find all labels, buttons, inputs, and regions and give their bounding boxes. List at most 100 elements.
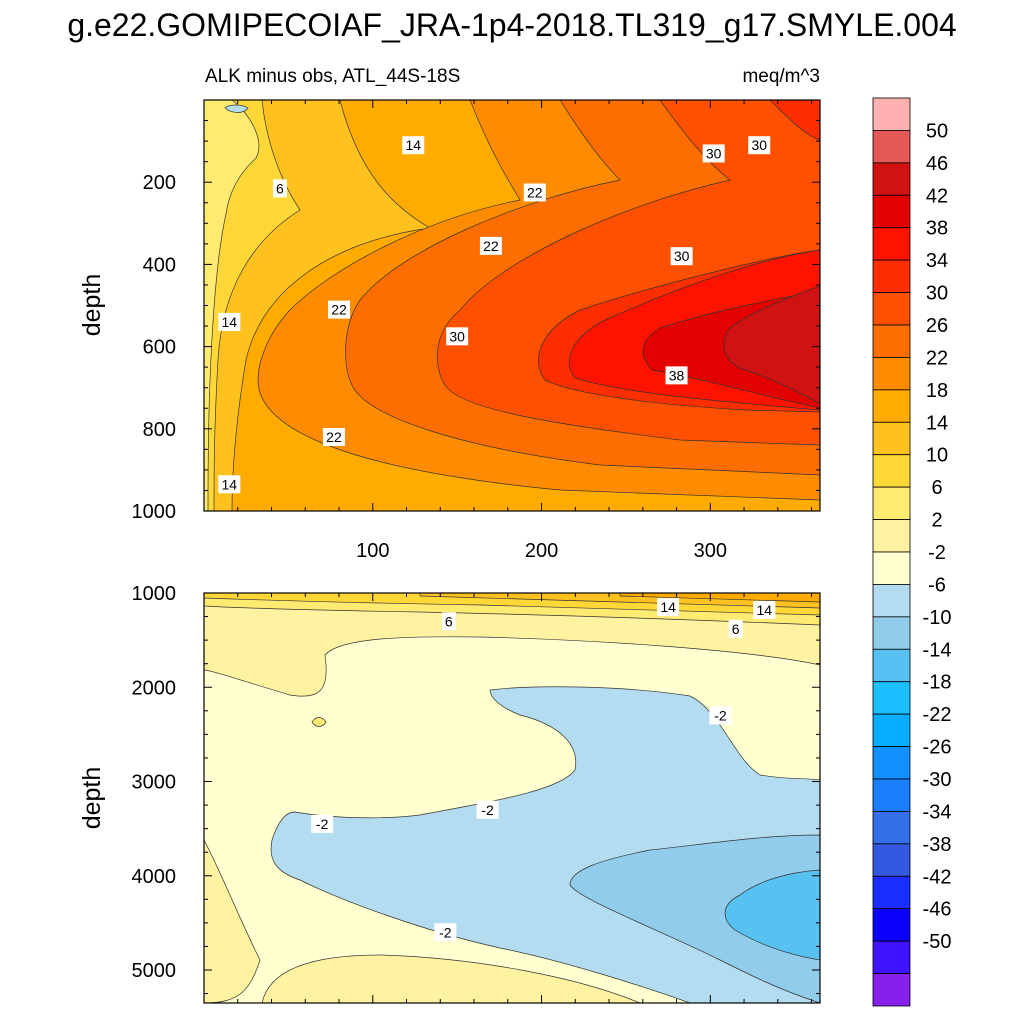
colorbar-label: -14 xyxy=(923,639,952,661)
colorbar-label: -2 xyxy=(928,542,946,564)
lower-small-contour-island xyxy=(311,717,327,727)
colorbar-swatch xyxy=(872,194,911,229)
upper-y-axis-label: depth xyxy=(78,274,106,337)
lower-contour-label: 6 xyxy=(445,613,453,629)
lower-plot-frame xyxy=(203,592,821,1004)
lower-contour-label-box xyxy=(441,612,456,631)
colorbar-swatch xyxy=(872,713,911,747)
figure-title: g.e22.GOMIPECOIAF_JRA-1p4-2018.TL319_g17… xyxy=(67,7,956,43)
lower-y-tick-label: 1000 xyxy=(132,583,177,605)
panel-subtitle-left: ALK minus obs, ATL_44S-18S xyxy=(205,66,460,87)
lower-contour-label-box xyxy=(311,814,334,833)
upper-contour-label-box xyxy=(402,136,425,155)
upper-contour-label-box xyxy=(479,236,502,255)
lower-contour-label: 14 xyxy=(757,602,773,618)
upper-contour-label: 38 xyxy=(669,367,685,383)
lower-contour-label: -2 xyxy=(714,708,727,724)
lower-contour-label-box xyxy=(753,600,776,619)
upper-surface-negative-patch xyxy=(224,104,249,113)
upper-contour-label: 30 xyxy=(449,328,465,344)
colorbar-swatch xyxy=(872,778,911,812)
upper-contour-label: 30 xyxy=(674,248,690,264)
upper-contour-label: 14 xyxy=(405,137,421,153)
lower-contour-label-box xyxy=(476,800,499,819)
lower-y-tick-label: 5000 xyxy=(132,960,177,982)
colorbar-label: 10 xyxy=(926,445,948,467)
upper-x-tick-label: 100 xyxy=(356,540,389,562)
lower-contour-label: -2 xyxy=(439,924,452,940)
colorbar-label: 50 xyxy=(926,120,948,142)
colorbar-swatch xyxy=(872,940,911,974)
lower-contour-label: 6 xyxy=(732,621,740,637)
colorbar-label: 22 xyxy=(926,347,948,369)
lower-y-tick-label: 3000 xyxy=(132,772,177,794)
colorbar-label: 46 xyxy=(926,153,948,175)
colorbar-label: -18 xyxy=(923,672,952,694)
lower-y-tick-label: 2000 xyxy=(132,677,177,699)
colorbar-swatch xyxy=(872,227,911,261)
upper-contour-label: 14 xyxy=(222,476,238,492)
upper-contour-label: 22 xyxy=(326,429,342,445)
colorbar-swatch xyxy=(872,130,911,164)
colorbar-label: 30 xyxy=(926,283,948,305)
upper-contour-label-box xyxy=(670,247,693,266)
colorbar-label: 14 xyxy=(926,412,948,434)
upper-contour-label: 6 xyxy=(276,180,284,196)
lower-contour-label-box xyxy=(728,619,743,638)
upper-contour-panel xyxy=(204,100,820,511)
panel-subtitle-units: meq/m^3 xyxy=(742,66,820,87)
upper-contour-labels: 6 14 14 14 22 22 22 22 30 30 30 30 38 xyxy=(218,136,771,494)
lower-y-tick-label: 4000 xyxy=(132,866,177,888)
upper-contour-label: 30 xyxy=(751,137,767,153)
colorbar-swatch xyxy=(872,908,911,942)
upper-contour-label: 14 xyxy=(222,314,238,330)
colorbar-swatch xyxy=(872,811,911,845)
colorbar-swatch xyxy=(872,973,911,1007)
upper-contour-label-box xyxy=(665,366,688,385)
colorbar-label: -34 xyxy=(923,801,952,823)
lower-contour-panel xyxy=(204,593,820,1003)
upper-y-tick-label: 1000 xyxy=(132,501,177,523)
upper-band-42 xyxy=(723,285,820,405)
upper-y-tick-label: 200 xyxy=(143,172,176,194)
colorbar-label: -42 xyxy=(923,866,952,888)
upper-contour-label-box xyxy=(523,183,546,202)
colorbar-swatch xyxy=(872,389,911,423)
upper-x-tick-label: 200 xyxy=(525,540,558,562)
lower-contour-label: -2 xyxy=(316,816,329,832)
colorbar-label: -50 xyxy=(923,931,952,953)
colorbar-label: -6 xyxy=(928,574,946,596)
upper-x-tick-label: 300 xyxy=(694,540,727,562)
colorbar-swatch xyxy=(872,648,911,683)
upper-axes: 200 400 600 800 1000 100 200 300 xyxy=(132,99,820,562)
colorbar-swatch xyxy=(872,486,911,520)
colorbar: 50 46 42 38 34 30 26 22 18 14 10 6 2 -2 -6 -10 -14 -18 -22… xyxy=(872,97,952,1007)
colorbar-swatch xyxy=(872,746,911,780)
upper-contour-label-box xyxy=(218,475,241,494)
lower-contour-label: 14 xyxy=(660,599,676,615)
colorbar-label: -10 xyxy=(923,607,952,629)
lower-band-18 xyxy=(619,593,820,603)
colorbar-swatch xyxy=(872,551,911,585)
upper-contour-label-box xyxy=(328,300,351,319)
colorbar-swatch xyxy=(872,843,911,877)
lower-axes: 1000 2000 3000 4000 5000 xyxy=(132,583,820,1003)
lower-contour-label-box xyxy=(657,598,680,617)
colorbar-label: -22 xyxy=(923,704,952,726)
upper-contour-label: 22 xyxy=(331,302,347,318)
upper-contour-label: 22 xyxy=(483,238,499,254)
lower-contour-label-box xyxy=(709,706,732,725)
lower-deep-yellow-bottom xyxy=(261,954,641,1003)
lower-negative-band-10 xyxy=(724,869,820,961)
upper-y-tick-label: 800 xyxy=(143,419,176,441)
upper-contour-label: 22 xyxy=(527,184,543,200)
colorbar-swatch xyxy=(872,681,911,715)
upper-y-tick-label: 600 xyxy=(143,337,176,359)
upper-contour-label-box xyxy=(446,327,469,346)
lower-contour-label-box xyxy=(434,923,457,942)
upper-contour-label-box xyxy=(272,179,287,198)
colorbar-label: 38 xyxy=(926,218,948,240)
colorbar-label: 42 xyxy=(926,185,948,207)
upper-contour-label-box xyxy=(218,312,241,331)
